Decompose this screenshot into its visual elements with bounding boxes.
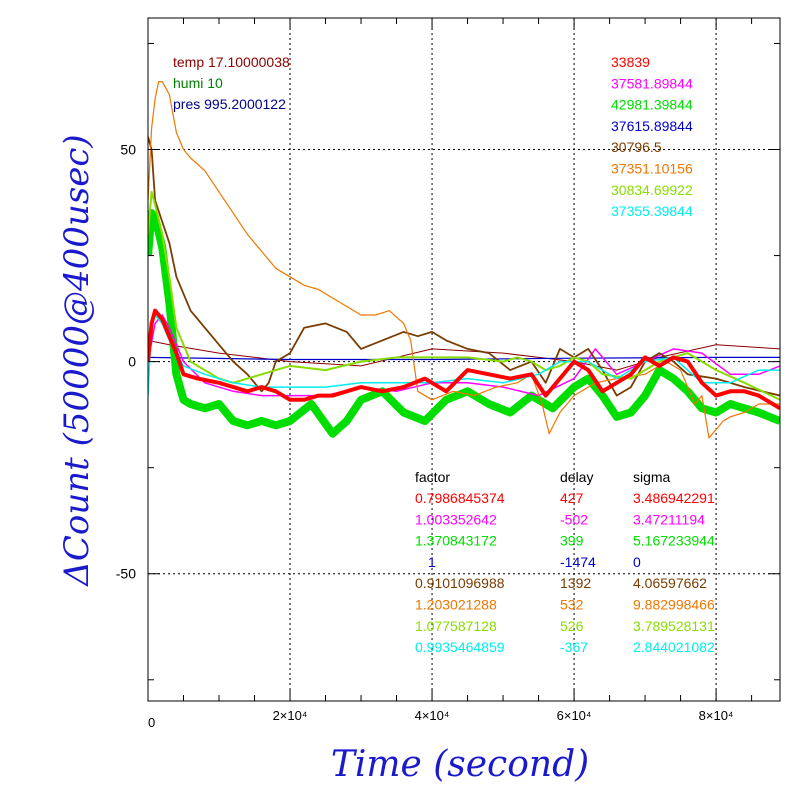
table-cell-sigma: 9.882998466 [633,597,715,613]
table-cell-factor: 1.203021288 [415,597,497,613]
mean-value: 37355.39844 [611,203,693,219]
mean-value: 33839 [611,54,650,70]
series-line-1 [148,356,780,361]
y-tick-label: -50 [116,566,136,582]
tick-labels: 0 2×10⁴ 4×10⁴ 6×10⁴ 8×10⁴ 50 0 -50 [116,142,734,730]
series-lines [148,80,780,439]
table-cell-sigma: 3.47211194 [633,511,705,527]
series-line-5 [148,80,780,439]
axis-ticks [147,18,780,701]
table-cell-delay: -1474 [560,554,596,570]
series-line-8 [148,308,780,411]
table-cell-factor: 0.7986845374 [415,490,505,506]
y-axis-label: ΔCount (50000@400usec) [57,134,97,587]
x-tick-label: 4×10⁴ [415,708,450,723]
table-cell-delay: 399 [560,533,584,549]
table-cell-sigma: 0 [633,554,641,570]
table-header-delay: delay [560,469,593,485]
plot-frame [147,17,781,702]
mean-value: 37351.10156 [611,161,693,177]
env-label: temp 17.10000038 [173,54,290,70]
table-cell-sigma: 3.789528131 [633,618,715,634]
table-cell-factor: 0.9101096988 [415,575,505,591]
x-tick-label: 8×10⁴ [699,708,734,723]
x-axis-label: Time (second) [331,744,589,785]
table-header-factor: factor [415,469,450,485]
table-cell-sigma: 3.486942291 [633,490,715,506]
x-tick-label: 6×10⁴ [557,708,592,723]
table-cell-factor: 1.003352642 [415,511,497,527]
table-cell-delay: 532 [560,597,584,613]
table-cell-delay: 1392 [560,575,591,591]
table-cell-delay: -502 [560,511,588,527]
env-label: pres 995.2000122 [173,96,286,112]
mean-value: 37615.89844 [611,118,693,134]
series-line-0 [148,339,780,371]
table-cell-factor: 1.370843172 [415,533,497,549]
mean-value: 30796.5 [611,139,662,155]
mean-value: 30834.69922 [611,182,693,198]
annotations: temp 17.10000038 humi 10 pres 995.2000122 3… [173,54,715,655]
series-line-4 [148,136,780,397]
table-cell-delay: 427 [560,490,584,506]
table-cell-factor: 0.9935464859 [415,639,505,655]
series-line-6 [148,190,780,401]
y-tick-label: 50 [120,142,136,158]
table-cell-sigma: 5.167233944 [633,533,715,549]
env-label: humi 10 [173,75,223,91]
table-cell-delay: 526 [560,618,584,634]
y-tick-label: 0 [128,354,136,370]
table-header-sigma: sigma [633,469,671,485]
table-cell-delay: -367 [560,639,588,655]
x-tick-label: 0 [148,715,155,730]
x-tick-label: 2×10⁴ [273,708,308,723]
table-cell-sigma: 4.06597662 [633,575,707,591]
table-cell-sigma: 2.844021082 [633,639,715,655]
table-cell-factor: 1.077587128 [415,618,497,634]
table-cell-factor: 1 [428,554,436,570]
mean-value: 37581.89844 [611,75,693,91]
series-line-2 [148,209,780,438]
mean-value: 42981.39844 [611,97,693,113]
